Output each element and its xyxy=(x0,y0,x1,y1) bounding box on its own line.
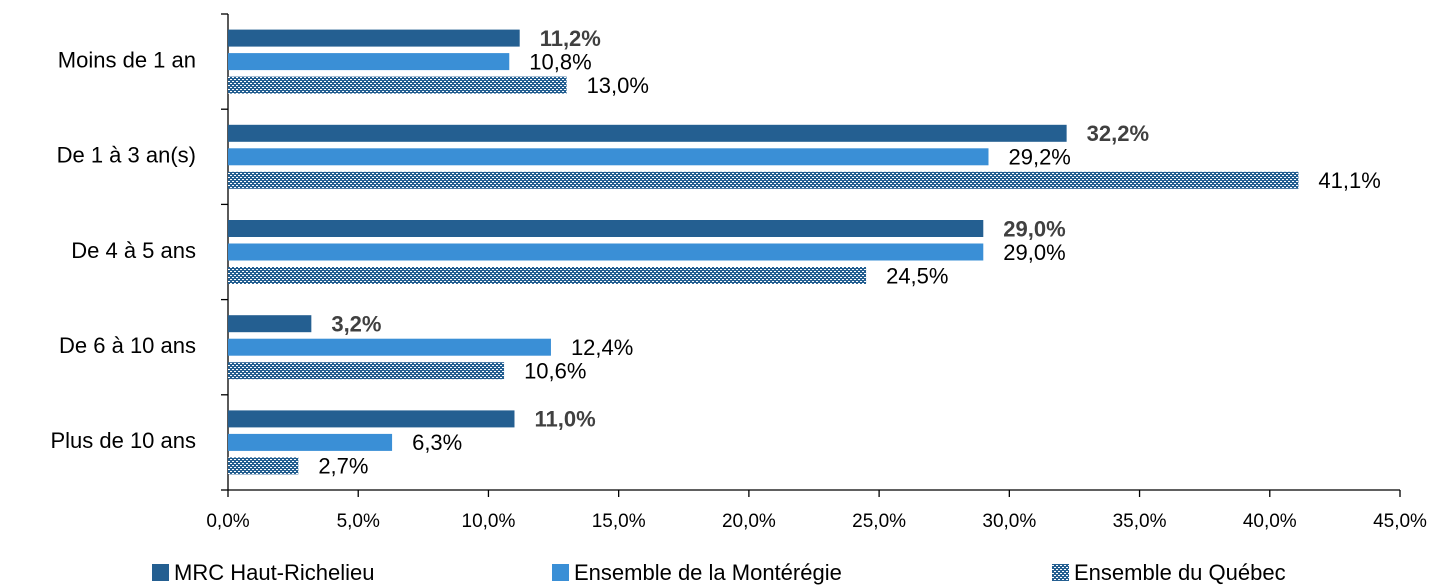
category-label: De 1 à 3 an(s) xyxy=(57,143,196,168)
bar xyxy=(228,148,989,166)
category-label: Moins de 1 an xyxy=(58,47,196,72)
bar xyxy=(228,315,312,333)
x-tick-label: 45,0% xyxy=(1373,511,1427,532)
legend-label: Ensemble de la Montérégie xyxy=(574,560,842,585)
data-label: 24,5% xyxy=(886,263,948,288)
data-label: 32,2% xyxy=(1087,121,1149,146)
x-tick-label: 10,0% xyxy=(462,511,516,532)
category-label: Plus de 10 ans xyxy=(50,428,196,453)
data-label: 3,2% xyxy=(331,312,381,337)
legend-swatch xyxy=(1052,564,1069,581)
data-label: 11,0% xyxy=(534,407,595,432)
bar xyxy=(228,338,551,356)
bar xyxy=(228,220,984,237)
bar xyxy=(228,53,510,71)
bar xyxy=(228,362,505,380)
data-label: 13,0% xyxy=(587,73,649,98)
x-tick-label: 35,0% xyxy=(1113,511,1167,532)
bar xyxy=(228,29,520,47)
data-label: 11,2% xyxy=(540,26,601,51)
legend-label: MRC Haut-Richelieu xyxy=(174,560,375,585)
bar xyxy=(228,243,984,261)
x-tick-label: 15,0% xyxy=(592,511,646,532)
x-tick-label: 20,0% xyxy=(722,511,776,532)
data-label: 29,0% xyxy=(1003,240,1065,265)
data-label: 12,4% xyxy=(571,335,633,360)
legend-swatch xyxy=(552,564,569,581)
data-label: 10,8% xyxy=(529,49,591,74)
category-label: De 4 à 5 ans xyxy=(71,238,196,263)
legend-swatch xyxy=(152,564,169,581)
bar xyxy=(228,410,515,428)
x-tick-label: 5,0% xyxy=(337,511,380,532)
category-label: De 6 à 10 ans xyxy=(59,333,196,358)
bar xyxy=(228,124,1067,142)
x-tick-label: 30,0% xyxy=(982,511,1036,532)
x-tick-label: 40,0% xyxy=(1243,511,1297,532)
bar xyxy=(228,457,299,475)
legend-label: Ensemble du Québec xyxy=(1074,560,1286,585)
bar xyxy=(228,76,567,94)
bar xyxy=(228,267,867,284)
data-label: 41,1% xyxy=(1318,168,1380,193)
x-tick-label: 25,0% xyxy=(852,511,906,532)
data-label: 29,2% xyxy=(1008,145,1070,170)
x-tick-label: 0,0% xyxy=(206,511,249,532)
bar xyxy=(228,433,393,451)
data-label: 29,0% xyxy=(1003,216,1065,241)
bar xyxy=(228,171,1299,189)
data-label: 10,6% xyxy=(524,359,586,384)
data-label: 2,7% xyxy=(318,454,368,479)
data-label: 6,3% xyxy=(412,430,462,455)
